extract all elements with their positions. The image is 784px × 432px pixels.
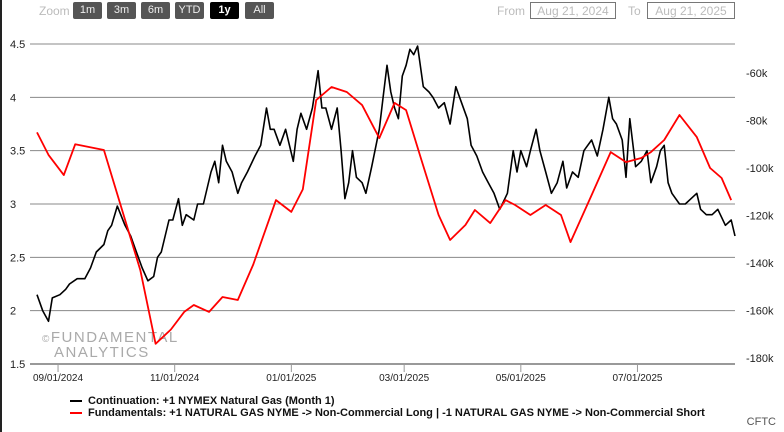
right-tick-label: -180k xyxy=(746,353,774,365)
from-date-input[interactable]: Aug 21, 2024 xyxy=(530,2,616,19)
zoom-1y-button[interactable]: 1y xyxy=(210,2,239,19)
x-tick-label: 07/01/2025 xyxy=(612,373,662,384)
to-label: To xyxy=(628,4,641,18)
x-tick-label: 11/01/2024 xyxy=(150,373,200,384)
left-tick-label: 4 xyxy=(10,92,16,104)
zoom-3m-button[interactable]: 3m xyxy=(107,2,136,19)
to-date-input[interactable]: Aug 21, 2025 xyxy=(647,2,735,19)
left-tick-label: 4.5 xyxy=(10,39,25,51)
x-tick-label: 09/01/2024 xyxy=(33,373,83,384)
zoom-ytd-button[interactable]: YTD xyxy=(175,2,204,19)
right-tick-label: -120k xyxy=(746,211,774,223)
left-tick-label: 3.5 xyxy=(10,146,25,158)
zoom-6m-button[interactable]: 6m xyxy=(141,2,170,19)
zoom-1m-button[interactable]: 1m xyxy=(73,2,102,19)
left-tick-label: 1.5 xyxy=(10,359,25,371)
left-tick-label: 3 xyxy=(10,199,16,211)
right-tick-label: -60k xyxy=(746,68,768,80)
price-series-line xyxy=(36,45,736,323)
right-tick-label: -80k xyxy=(746,116,768,128)
watermark-logo: ©FUNDAMENTAL ANALYTICS xyxy=(42,329,179,361)
right-tick-label: -160k xyxy=(746,306,774,318)
frame-border xyxy=(0,0,2,432)
right-tick-label: -100k xyxy=(746,163,774,175)
right-tick-label: -140k xyxy=(746,258,774,270)
legend-item-fundamentals[interactable]: Fundamentals: +1 NATURAL GAS NYME -> Non… xyxy=(70,407,705,419)
left-tick-label: 2 xyxy=(10,306,16,318)
source-label: CFTC xyxy=(746,416,776,428)
x-tick-label: 01/01/2025 xyxy=(266,373,316,384)
from-label: From xyxy=(497,4,525,18)
legend-item-price[interactable]: Continuation: +1 NYMEX Natural Gas (Mont… xyxy=(70,395,335,407)
zoom-all-button[interactable]: All xyxy=(245,2,274,19)
fundamentals-series-line xyxy=(36,86,733,345)
legend-swatch-red xyxy=(70,412,82,415)
zoom-label: Zoom xyxy=(39,4,70,18)
left-tick-label: 2.5 xyxy=(10,252,25,264)
legend-swatch-black xyxy=(70,400,82,403)
x-tick-label: 03/01/2025 xyxy=(379,373,429,384)
x-tick-label: 05/01/2025 xyxy=(496,373,546,384)
